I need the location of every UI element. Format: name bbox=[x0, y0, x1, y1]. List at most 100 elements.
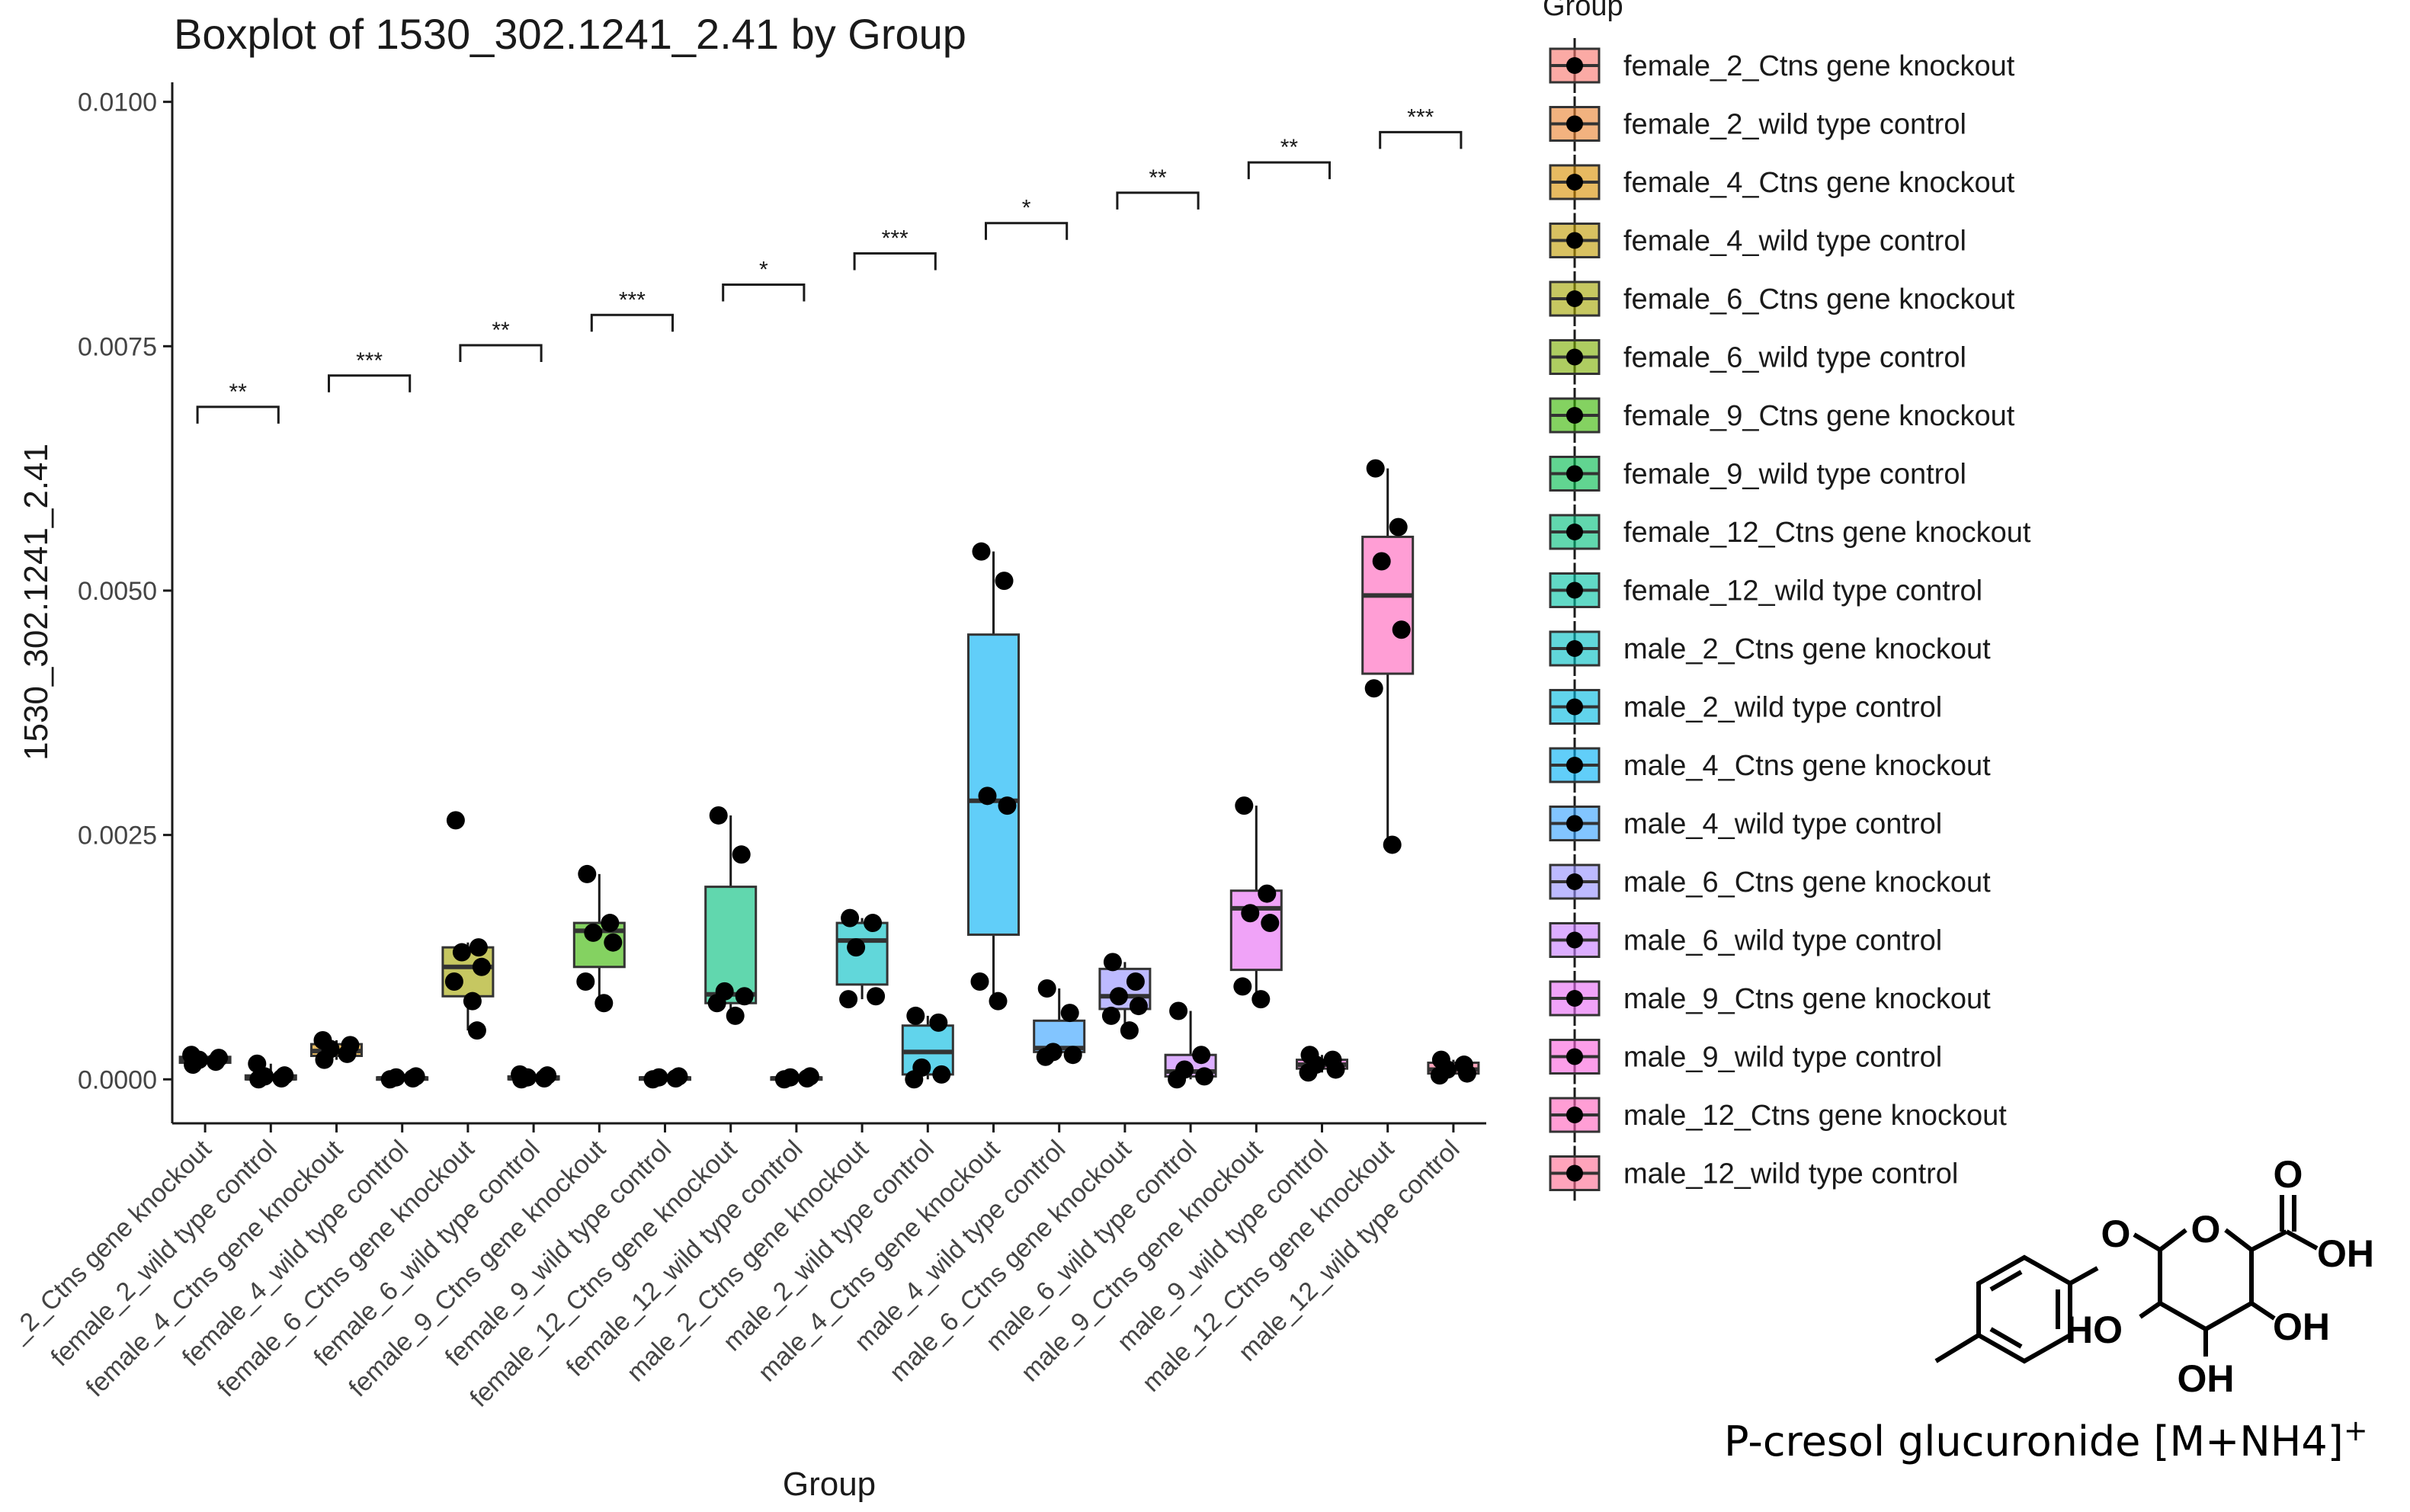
significance-label: *** bbox=[356, 348, 383, 373]
data-point bbox=[1251, 990, 1271, 1009]
box-layer bbox=[178, 468, 1480, 1081]
data-point bbox=[452, 943, 471, 962]
legend-label: female_12_wild type control bbox=[1623, 575, 1982, 607]
data-point bbox=[576, 972, 595, 991]
legend-item: male_4_Ctns gene knockout bbox=[1549, 738, 1991, 793]
legend-key-point bbox=[1566, 757, 1583, 774]
data-point bbox=[1120, 1021, 1139, 1040]
legend-key-point bbox=[1566, 931, 1583, 949]
legend-item: male_4_wild type control bbox=[1549, 796, 1942, 851]
y-tick-label: 0.0000 bbox=[78, 1065, 157, 1094]
legend-key-point bbox=[1566, 524, 1583, 540]
x-tick-label: female_4_Ctns gene knockout bbox=[81, 1134, 349, 1402]
significance-label: *** bbox=[882, 226, 909, 251]
legend-item: female_9_Ctns gene knockout bbox=[1549, 388, 2015, 443]
compound-caption: P-cresol glucuronide [M+NH4]+ bbox=[1724, 1414, 2368, 1466]
data-point bbox=[1036, 1047, 1055, 1066]
data-point bbox=[182, 1046, 201, 1065]
data-point bbox=[467, 1021, 486, 1040]
legend-key-point bbox=[1566, 990, 1583, 1007]
legend-key-point bbox=[1566, 640, 1583, 657]
legend-key-point bbox=[1566, 1107, 1583, 1123]
data-point bbox=[995, 572, 1014, 591]
legend-label: male_6_wild type control bbox=[1623, 925, 1942, 957]
legend-key-point bbox=[1566, 1164, 1583, 1182]
data-point bbox=[578, 864, 597, 883]
data-point bbox=[867, 987, 886, 1006]
data-point bbox=[341, 1036, 360, 1055]
benzene-inner-bond bbox=[1989, 1270, 2023, 1292]
significance-label: * bbox=[759, 258, 768, 283]
significance-label: ** bbox=[1280, 135, 1299, 160]
y-axis-ticks: 0.0000 0.0025 0.0050 0.0075 0.0100 bbox=[78, 88, 172, 1094]
legend-label: female_12_Ctns gene knockout bbox=[1623, 517, 2031, 549]
data-point bbox=[1109, 987, 1128, 1006]
data-point bbox=[1169, 1001, 1188, 1020]
legend-key-point bbox=[1566, 174, 1583, 191]
ether-bond bbox=[2069, 1266, 2099, 1286]
data-point bbox=[1299, 1063, 1318, 1082]
legend-label: female_9_wild type control bbox=[1623, 459, 1966, 491]
data-point bbox=[1060, 1004, 1079, 1023]
significance-label: ** bbox=[1149, 165, 1167, 191]
significance-bracket bbox=[1247, 161, 1331, 180]
legend-key-point bbox=[1566, 57, 1583, 74]
data-point bbox=[604, 933, 623, 952]
data-point bbox=[972, 542, 991, 561]
compound-caption-text: P-cresol glucuronide [M+NH4] bbox=[1724, 1418, 2344, 1466]
box-group bbox=[1229, 806, 1283, 1000]
compound-caption-charge: + bbox=[2344, 1414, 2368, 1447]
legend-title: Group bbox=[1543, 0, 1623, 22]
legend-label: female_2_wild type control bbox=[1623, 109, 1966, 141]
y-tick-label: 0.0100 bbox=[78, 88, 157, 117]
data-point bbox=[1129, 997, 1148, 1016]
box-rect bbox=[704, 886, 758, 1004]
data-point bbox=[707, 994, 726, 1013]
data-point bbox=[978, 786, 997, 806]
data-point bbox=[1372, 552, 1391, 571]
carbonyl-oxygen-label: O bbox=[2274, 1153, 2303, 1196]
legend-item: female_12_Ctns gene knockout bbox=[1549, 505, 2031, 559]
legend-item: female_6_wild type control bbox=[1549, 329, 1966, 385]
legend: Group female_2_Ctns gene knockout female_… bbox=[1543, 0, 2031, 1201]
data-point bbox=[1258, 884, 1277, 903]
data-point bbox=[538, 1066, 557, 1085]
data-point bbox=[1392, 620, 1411, 639]
data-point bbox=[841, 908, 860, 927]
data-point bbox=[780, 1068, 800, 1087]
significance-bracket bbox=[590, 313, 674, 332]
data-point bbox=[989, 991, 1008, 1011]
significance-brackets: ********************** bbox=[196, 104, 1463, 424]
box-rect bbox=[967, 633, 1020, 936]
legend-item: female_4_wild type control bbox=[1549, 213, 1966, 268]
data-point bbox=[932, 1065, 951, 1084]
significance-label: *** bbox=[1407, 104, 1434, 130]
data-point bbox=[1457, 1064, 1476, 1083]
data-point bbox=[275, 1066, 294, 1085]
data-point bbox=[929, 1013, 948, 1032]
data-point bbox=[1168, 1070, 1187, 1089]
legend-item: male_12_Ctns gene knockout bbox=[1549, 1088, 2007, 1142]
significance-bracket bbox=[328, 374, 412, 392]
data-point bbox=[1261, 914, 1280, 933]
significance-bracket bbox=[722, 284, 806, 302]
legend-item: female_4_Ctns gene knockout bbox=[1549, 155, 2015, 210]
data-point bbox=[1383, 835, 1402, 854]
data-point bbox=[1389, 517, 1408, 537]
significance-bracket bbox=[853, 251, 937, 271]
chart-title: Boxplot of 1530_302.1241_2.41 by Group bbox=[174, 10, 966, 58]
legend-key-point bbox=[1566, 232, 1583, 249]
significance-label: ** bbox=[229, 380, 248, 405]
legend-label: male_2_wild type control bbox=[1623, 692, 1942, 724]
legend-label: male_2_Ctns gene knockout bbox=[1623, 633, 1991, 665]
hydroxyl-bond bbox=[2250, 1301, 2276, 1321]
data-point bbox=[313, 1030, 332, 1049]
significance-bracket bbox=[1116, 191, 1200, 210]
data-point bbox=[726, 1006, 745, 1025]
legend-label: female_2_Ctns gene knockout bbox=[1623, 50, 2015, 82]
data-point bbox=[594, 994, 614, 1013]
hydroxyl-ho-label: HO bbox=[2065, 1309, 2123, 1351]
significance-bracket bbox=[1379, 130, 1463, 149]
data-point bbox=[511, 1065, 530, 1084]
data-point bbox=[210, 1049, 229, 1068]
